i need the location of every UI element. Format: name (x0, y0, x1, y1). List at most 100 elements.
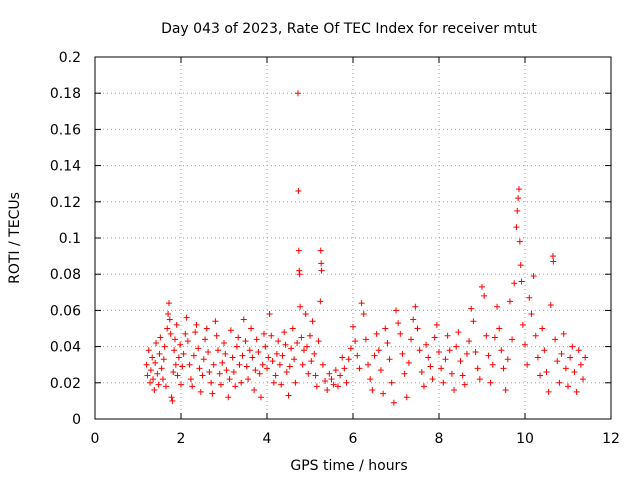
data-point (425, 354, 432, 361)
data-point (328, 376, 335, 383)
data-point (502, 387, 509, 394)
data-point (162, 383, 169, 390)
data-point (360, 311, 367, 318)
data-point (147, 367, 154, 374)
data-point (470, 318, 477, 325)
data-point (208, 379, 215, 386)
data-point (550, 258, 557, 265)
data-point (319, 361, 326, 368)
data-point (149, 354, 156, 361)
data-point (242, 338, 249, 345)
y-tick-label: 0.16 (50, 122, 81, 138)
data-point (309, 318, 316, 325)
data-point (345, 356, 352, 363)
data-point (517, 262, 524, 269)
data-point (165, 311, 172, 318)
data-point (491, 334, 498, 341)
data-point (151, 387, 158, 394)
x-tick-label: 6 (349, 431, 358, 447)
data-point (410, 316, 417, 323)
data-point (537, 372, 544, 379)
data-point (177, 341, 184, 348)
x-axis-label: GPS time / hours (290, 458, 407, 474)
data-point (560, 330, 567, 337)
data-point (457, 358, 464, 365)
data-point (226, 376, 233, 383)
data-point (164, 325, 171, 332)
data-point (166, 316, 173, 323)
x-tick-label: 8 (435, 431, 444, 447)
data-point (179, 363, 186, 370)
y-tick-label: 0 (72, 412, 81, 428)
data-point (476, 376, 483, 383)
data-point (295, 187, 302, 194)
data-point (212, 318, 219, 325)
data-point (506, 298, 513, 305)
data-point (245, 376, 252, 383)
data-point (187, 376, 194, 383)
data-point (273, 350, 280, 357)
data-point (472, 349, 479, 356)
data-point (498, 347, 505, 354)
y-tick-label: 0.06 (50, 303, 81, 319)
data-point (205, 349, 212, 356)
data-point (161, 343, 168, 350)
data-point (221, 339, 227, 346)
data-point (180, 350, 187, 357)
data-point (511, 280, 518, 287)
data-point (582, 354, 589, 361)
data-point (206, 368, 213, 375)
data-point (356, 365, 363, 372)
data-point (292, 379, 299, 386)
data-point (299, 361, 306, 368)
x-tick-label: 0 (91, 431, 100, 447)
data-point (158, 365, 165, 372)
data-point (197, 388, 204, 395)
data-point (246, 347, 253, 354)
data-point (436, 349, 442, 356)
data-point (459, 372, 466, 379)
data-point (189, 383, 196, 390)
data-point (303, 343, 310, 350)
data-point (317, 298, 324, 305)
data-point (347, 345, 354, 352)
data-point (236, 361, 243, 368)
y-tick-label: 0.04 (50, 340, 81, 356)
data-point (468, 305, 475, 312)
data-point (552, 336, 559, 343)
data-points (143, 90, 589, 406)
data-point (388, 379, 395, 386)
data-point (367, 376, 374, 383)
y-tick-label: 0.2 (59, 50, 81, 66)
data-point (269, 358, 276, 365)
data-point (580, 376, 587, 383)
data-point (573, 388, 580, 395)
data-point (294, 339, 301, 346)
data-point (375, 347, 382, 354)
data-point (256, 370, 263, 377)
data-point (305, 370, 312, 377)
data-point (483, 332, 490, 339)
data-point (165, 300, 172, 307)
data-point (257, 394, 264, 401)
data-point (427, 363, 434, 370)
data-point (288, 345, 295, 352)
data-point (156, 350, 163, 357)
data-point (543, 368, 550, 375)
data-point (192, 329, 199, 336)
data-point (295, 247, 302, 254)
data-point (479, 283, 485, 290)
data-point (420, 383, 427, 390)
x-tick-label: 10 (516, 431, 534, 447)
data-point (171, 336, 178, 343)
data-point (223, 367, 230, 374)
data-point (522, 341, 528, 348)
data-point (147, 379, 154, 386)
grid-lines (95, 57, 611, 419)
data-point (145, 347, 152, 354)
x-tick-labels: 0 2 4 6 8 10 12 (91, 431, 620, 447)
data-point (264, 365, 270, 372)
data-point (377, 367, 384, 374)
data-point (289, 325, 296, 332)
data-point (270, 379, 277, 386)
